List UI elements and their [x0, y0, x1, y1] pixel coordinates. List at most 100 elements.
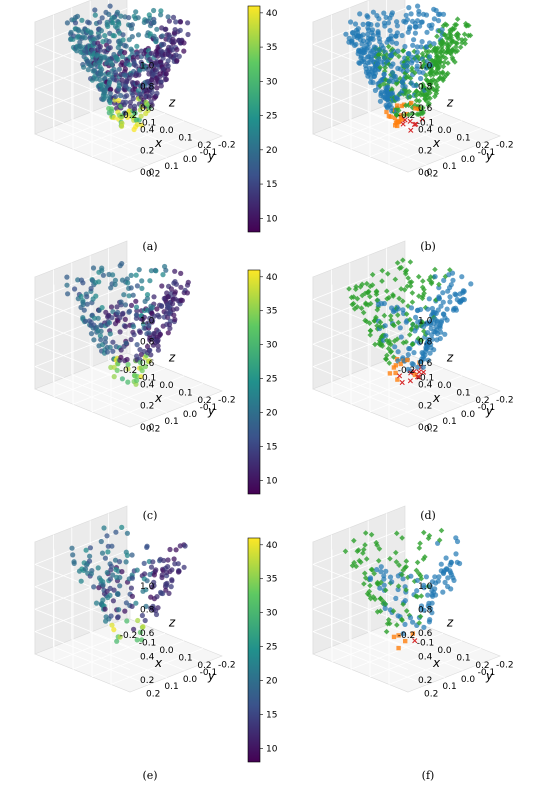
data-point — [388, 33, 394, 39]
data-point — [108, 613, 114, 619]
data-point — [429, 336, 435, 342]
data-point — [387, 574, 394, 580]
data-point — [108, 285, 114, 291]
y-axis-label: y — [207, 404, 216, 418]
data-point — [82, 566, 89, 572]
data-point — [372, 596, 378, 602]
data-point — [157, 331, 163, 337]
data-point — [129, 603, 135, 609]
data-point — [151, 579, 157, 585]
data-point — [400, 117, 405, 122]
data-point — [127, 308, 133, 314]
x-tick-label: 0.0 — [437, 381, 452, 391]
data-point — [420, 70, 426, 76]
data-point — [355, 26, 361, 32]
y-tick-label: -0.1 — [478, 403, 496, 413]
gridline — [108, 359, 204, 399]
x-tick-label: 0.2 — [475, 661, 489, 671]
data-point — [378, 564, 384, 570]
data-point — [416, 374, 422, 380]
data-point — [409, 299, 416, 305]
data-point — [432, 586, 438, 592]
data-point — [148, 564, 155, 570]
data-point — [74, 13, 81, 19]
y-tick-label: 0.1 — [164, 682, 178, 692]
data-point — [385, 84, 391, 90]
z-tick-label: 0.4 — [140, 380, 155, 390]
data-point — [443, 22, 450, 28]
data-point — [116, 98, 122, 104]
data-point — [122, 316, 128, 322]
data-point — [416, 293, 422, 299]
data-point — [101, 525, 107, 531]
data-point — [402, 271, 409, 277]
y-tick-label: 0.2 — [424, 169, 438, 179]
data-point — [133, 312, 139, 318]
data-point — [112, 69, 118, 76]
data-point — [438, 318, 445, 324]
data-point — [402, 621, 408, 627]
data-point — [107, 576, 113, 582]
panel-f: -0.2-0.10.00.10.2x -0.2-0.10.00.10.2y0.20… — [312, 505, 514, 782]
y-tick-label: -0.2 — [218, 661, 236, 671]
data-point — [146, 323, 152, 329]
data-point — [411, 37, 417, 43]
data-point — [407, 24, 413, 30]
data-point — [405, 73, 412, 80]
gridline — [349, 119, 445, 158]
data-point — [365, 302, 372, 308]
z-tick-label: 1.0 — [418, 316, 433, 326]
data-point — [79, 17, 85, 23]
data-point — [420, 105, 426, 111]
data-point — [108, 563, 114, 569]
data-point — [147, 31, 153, 37]
data-point — [365, 288, 372, 295]
data-point — [99, 67, 105, 73]
pane-floor — [34, 617, 223, 693]
gridline — [34, 8, 128, 45]
data-point — [434, 84, 441, 90]
data-point — [111, 627, 117, 633]
data-point — [112, 277, 118, 283]
data-point — [98, 28, 104, 34]
data-point — [450, 277, 456, 283]
data-point — [448, 32, 454, 39]
data-point — [423, 48, 429, 55]
data-point — [174, 47, 180, 53]
data-point — [171, 39, 177, 45]
data-point — [368, 531, 375, 538]
z-tick-label: 0.8 — [140, 83, 155, 93]
data-point — [461, 288, 467, 294]
data-point — [126, 293, 132, 299]
data-point — [409, 65, 415, 72]
data-point — [78, 293, 84, 299]
colorbar: 10 15 20 25 30 35 40 — [247, 269, 278, 495]
data-point — [420, 364, 426, 370]
data-point — [360, 21, 366, 27]
panel-caption: (e) — [142, 769, 157, 782]
data-point — [412, 30, 418, 36]
data-point — [185, 279, 191, 285]
data-point — [116, 559, 123, 565]
data-point — [373, 314, 379, 321]
data-point — [127, 103, 133, 109]
x-tick-label: -0.1 — [417, 638, 435, 648]
data-point — [134, 637, 140, 643]
gridline — [34, 88, 131, 128]
data-point — [165, 58, 171, 64]
data-point — [168, 584, 174, 590]
colorbar-tick-label: 15 — [266, 180, 277, 190]
data-point — [434, 33, 440, 40]
data-point — [122, 608, 128, 614]
data-point — [416, 545, 423, 551]
data-point — [357, 284, 364, 290]
data-point — [420, 109, 426, 115]
data-point — [118, 347, 124, 353]
data-point — [395, 349, 401, 355]
data-point — [123, 340, 129, 346]
data-point — [107, 592, 113, 598]
data-point — [395, 306, 401, 312]
data-point — [409, 104, 416, 111]
data-point — [426, 277, 433, 283]
